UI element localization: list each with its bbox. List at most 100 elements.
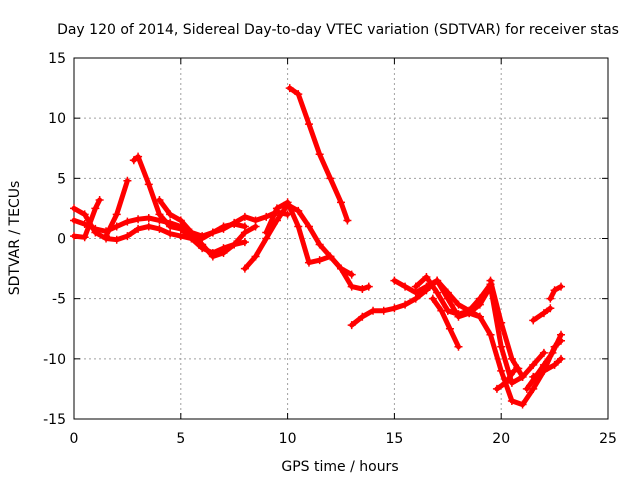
data-point <box>550 286 559 295</box>
data-point <box>176 232 185 241</box>
series-arc-8 <box>262 198 356 279</box>
data-point <box>155 195 164 204</box>
data-point <box>475 312 484 321</box>
data-point <box>251 252 260 261</box>
data-point <box>176 216 185 225</box>
data-point <box>123 176 132 185</box>
series-arc-18 <box>529 304 555 325</box>
data-point <box>176 224 185 233</box>
y-tick-label: 15 <box>48 51 66 67</box>
data-point <box>465 306 474 315</box>
data-point <box>497 366 506 375</box>
data-point <box>70 216 78 225</box>
series-arc-19 <box>546 282 566 303</box>
series-arc-16 <box>492 364 523 393</box>
data-point <box>390 276 399 285</box>
data-point <box>514 364 523 373</box>
data-point <box>208 252 217 261</box>
data-point <box>507 396 516 405</box>
data-point <box>401 300 410 309</box>
data-point <box>497 342 506 351</box>
data-point <box>546 304 555 313</box>
data-point <box>539 366 548 375</box>
data-point <box>347 321 356 330</box>
data-point <box>91 204 100 213</box>
data-point <box>433 276 442 285</box>
data-point <box>123 217 132 226</box>
data-point <box>518 400 527 409</box>
data-point <box>129 156 138 165</box>
data-point <box>144 214 153 223</box>
data-point <box>95 195 104 204</box>
x-tick-label: 25 <box>599 431 617 447</box>
data-point <box>198 240 207 249</box>
data-point <box>144 222 153 231</box>
data-point <box>497 318 506 327</box>
series-arc-20 <box>529 354 566 381</box>
data-point <box>155 224 164 233</box>
y-tick-label: 10 <box>48 111 66 127</box>
data-point <box>230 240 239 249</box>
data-point <box>529 360 538 369</box>
data-point <box>492 384 501 393</box>
data-point <box>304 120 313 129</box>
data-point <box>166 222 175 231</box>
data-point <box>294 222 303 231</box>
data-point <box>134 152 143 161</box>
series-line <box>494 366 521 392</box>
data-point <box>475 294 484 303</box>
data-point <box>251 222 260 231</box>
data-point <box>315 150 324 159</box>
chart-title: Day 120 of 2014, Sidereal Day-to-day VTE… <box>57 22 619 38</box>
data-point <box>454 310 463 319</box>
data-point <box>411 282 420 291</box>
y-tick-label: 5 <box>57 171 66 187</box>
y-axis-label: SDTVAR / TECUs <box>7 181 23 296</box>
data-point <box>343 216 352 225</box>
data-point <box>219 248 228 257</box>
data-point <box>240 228 249 237</box>
data-point <box>501 378 510 387</box>
data-point <box>208 228 217 237</box>
data-point <box>454 300 463 309</box>
y-tick-label: -15 <box>43 412 66 428</box>
x-tick-label: 10 <box>279 431 297 447</box>
data-point <box>262 212 271 221</box>
data-point <box>443 306 452 315</box>
data-point <box>262 228 271 237</box>
data-point <box>379 306 388 315</box>
data-point <box>70 204 78 213</box>
data-point <box>557 282 566 291</box>
data-point <box>347 270 356 279</box>
data-point <box>390 304 399 313</box>
data-series <box>70 84 566 409</box>
x-axis-label: GPS time / hours <box>281 459 398 475</box>
data-point <box>187 228 196 237</box>
series-arc-4 <box>102 176 132 241</box>
data-point <box>134 215 143 224</box>
x-tick-label: 0 <box>70 431 79 447</box>
x-tick-label: 20 <box>492 431 510 447</box>
data-point <box>112 235 121 244</box>
data-point <box>529 316 538 325</box>
data-point <box>304 258 313 267</box>
data-point <box>166 229 175 238</box>
x-tick-label: 5 <box>176 431 185 447</box>
data-point <box>315 240 324 249</box>
data-point <box>285 84 294 93</box>
data-point <box>240 238 249 247</box>
series-line <box>530 356 564 380</box>
series-arc-9 <box>285 84 352 225</box>
data-point <box>272 204 281 213</box>
data-point <box>550 360 559 369</box>
data-point <box>326 252 335 261</box>
data-point <box>529 372 538 381</box>
data-point <box>422 282 431 291</box>
data-point <box>522 384 531 393</box>
data-point <box>337 198 345 207</box>
data-point <box>422 273 431 282</box>
data-point <box>294 206 303 215</box>
data-point <box>486 330 495 339</box>
data-point <box>166 210 175 219</box>
